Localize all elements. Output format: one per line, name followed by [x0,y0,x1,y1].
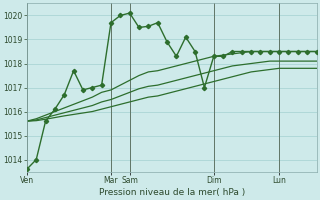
X-axis label: Pression niveau de la mer( hPa ): Pression niveau de la mer( hPa ) [99,188,245,197]
